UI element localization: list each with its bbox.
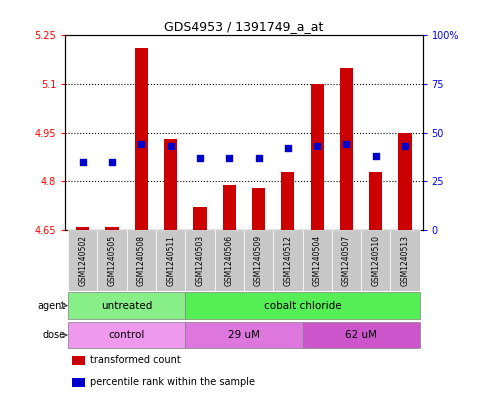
Bar xyxy=(127,230,156,291)
Bar xyxy=(72,378,85,387)
Bar xyxy=(244,230,273,291)
Bar xyxy=(361,230,390,291)
Point xyxy=(167,143,174,149)
Bar xyxy=(252,188,265,230)
Bar xyxy=(68,322,185,348)
Text: GSM1240513: GSM1240513 xyxy=(400,235,410,286)
Text: dose: dose xyxy=(43,330,66,340)
Point xyxy=(313,143,321,149)
Point xyxy=(284,145,292,151)
Text: cobalt chloride: cobalt chloride xyxy=(264,301,341,310)
Bar xyxy=(105,227,119,230)
Bar xyxy=(68,230,98,291)
Point xyxy=(79,159,86,165)
Text: GSM1240502: GSM1240502 xyxy=(78,235,87,286)
Bar xyxy=(311,84,324,230)
Bar xyxy=(185,292,420,319)
Point xyxy=(255,155,262,161)
Bar xyxy=(193,207,207,230)
Bar xyxy=(156,230,185,291)
Point xyxy=(196,155,204,161)
Text: GSM1240512: GSM1240512 xyxy=(284,235,292,286)
Text: GSM1240508: GSM1240508 xyxy=(137,235,146,286)
Point xyxy=(401,143,409,149)
Bar xyxy=(185,230,214,291)
Text: GSM1240503: GSM1240503 xyxy=(196,235,204,286)
Text: GSM1240507: GSM1240507 xyxy=(342,235,351,286)
Text: GSM1240506: GSM1240506 xyxy=(225,235,234,286)
Bar xyxy=(135,48,148,230)
Bar xyxy=(164,139,177,230)
Point xyxy=(226,155,233,161)
Bar xyxy=(302,322,420,348)
Text: GSM1240510: GSM1240510 xyxy=(371,235,380,286)
Point xyxy=(108,159,116,165)
Title: GDS4953 / 1391749_a_at: GDS4953 / 1391749_a_at xyxy=(164,20,324,33)
Bar xyxy=(390,230,420,291)
Bar xyxy=(273,230,302,291)
Bar xyxy=(214,230,244,291)
Bar xyxy=(98,230,127,291)
Bar xyxy=(369,171,383,230)
Bar xyxy=(68,292,185,319)
Bar xyxy=(398,132,412,230)
Text: GSM1240509: GSM1240509 xyxy=(254,235,263,286)
Text: 29 uM: 29 uM xyxy=(228,330,260,340)
Text: GSM1240504: GSM1240504 xyxy=(313,235,322,286)
Point xyxy=(138,141,145,147)
Text: agent: agent xyxy=(38,301,66,310)
Point xyxy=(342,141,350,147)
Point xyxy=(372,153,380,159)
Bar xyxy=(185,322,302,348)
Bar xyxy=(340,68,353,230)
Bar xyxy=(223,185,236,230)
Text: 62 uM: 62 uM xyxy=(345,330,377,340)
Bar xyxy=(332,230,361,291)
Text: untreated: untreated xyxy=(101,301,153,310)
Text: GSM1240505: GSM1240505 xyxy=(108,235,116,286)
Bar xyxy=(281,171,295,230)
Bar xyxy=(76,227,89,230)
Text: transformed count: transformed count xyxy=(90,355,181,365)
Text: GSM1240511: GSM1240511 xyxy=(166,235,175,286)
Bar xyxy=(72,356,85,365)
Bar xyxy=(302,230,332,291)
Text: control: control xyxy=(109,330,145,340)
Text: percentile rank within the sample: percentile rank within the sample xyxy=(90,377,255,387)
